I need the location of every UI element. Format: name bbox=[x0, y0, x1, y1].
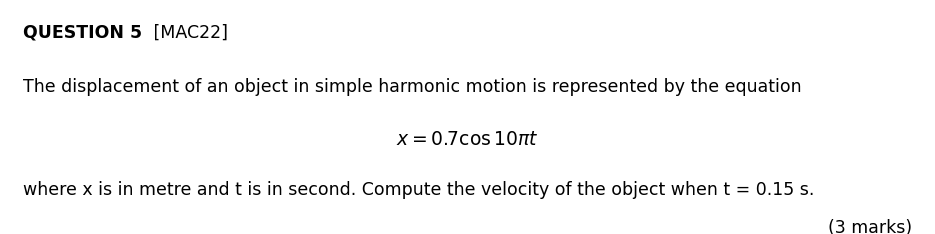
Text: QUESTION 5: QUESTION 5 bbox=[23, 23, 142, 41]
Text: The displacement of an object in simple harmonic motion is represented by the eq: The displacement of an object in simple … bbox=[23, 78, 802, 96]
Text: [MAC22]: [MAC22] bbox=[148, 23, 228, 41]
Text: (3 marks): (3 marks) bbox=[827, 219, 912, 234]
Text: $x = 0.7 \cos 10\pi t$: $x = 0.7 \cos 10\pi t$ bbox=[396, 130, 539, 149]
Text: where x is in metre and t is in second. Compute the velocity of the object when : where x is in metre and t is in second. … bbox=[23, 181, 814, 199]
